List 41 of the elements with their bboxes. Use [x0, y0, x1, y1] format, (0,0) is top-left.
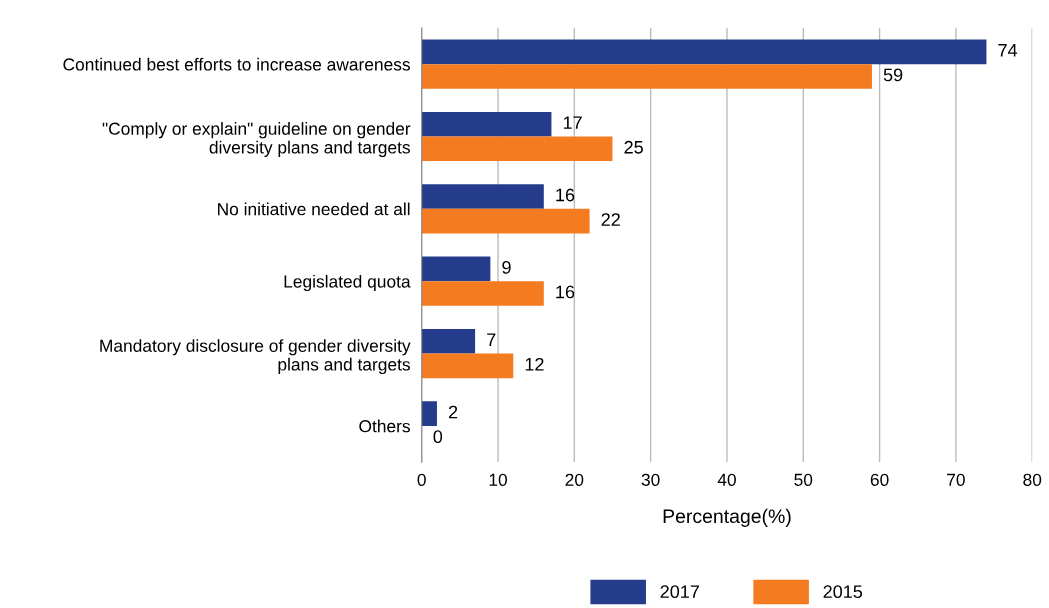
data-label: 59 — [883, 68, 903, 82]
bar — [421, 401, 437, 426]
data-label: 9 — [502, 260, 511, 274]
y-tick-label: "Comply or explain" guideline on gender diversity plans and targets — [102, 122, 411, 157]
bar — [421, 184, 544, 209]
bar — [421, 281, 544, 306]
bar — [421, 136, 613, 162]
data-label: 16 — [556, 285, 575, 299]
x-tick-label: 20 — [565, 473, 584, 486]
x-axis-title: Percentage(%) — [663, 508, 791, 527]
x-tick-label: 30 — [641, 473, 660, 486]
y-tick-label: Others — [359, 419, 410, 433]
x-tick-label: 80 — [1023, 473, 1042, 486]
x-tick-label: 70 — [947, 473, 965, 486]
x-tick-label: 0 — [417, 473, 426, 486]
data-label: 22 — [601, 213, 620, 226]
y-tick-label: Continued best efforts to increase awareness — [63, 57, 410, 71]
legend-label: 2017 — [660, 585, 699, 599]
legend-label: 2015 — [823, 585, 863, 599]
bar — [421, 111, 552, 137]
data-label: 12 — [525, 357, 544, 371]
bar — [421, 353, 514, 379]
data-label: 17 — [563, 116, 582, 129]
bar — [421, 256, 491, 282]
x-tick-label: 10 — [489, 473, 507, 486]
y-tick-label: Legislated quota — [284, 274, 411, 292]
bar — [421, 208, 590, 234]
data-label: 7 — [487, 333, 496, 346]
x-tick-label: 60 — [870, 473, 889, 486]
y-tick-label: Mandatory disclosure of gender diversity plans and targets — [100, 339, 411, 375]
x-tick-label: 50 — [794, 473, 813, 486]
y-tick-label: No initiative needed at all — [218, 202, 410, 216]
data-label: 2 — [448, 405, 458, 419]
bar — [421, 328, 476, 354]
data-label: 25 — [624, 140, 643, 154]
data-label: 16 — [556, 188, 575, 202]
data-label: 0 — [433, 430, 443, 444]
data-label: 74 — [998, 44, 1018, 57]
x-tick-label: 40 — [717, 473, 736, 486]
bar — [421, 39, 987, 65]
bar — [421, 64, 872, 89]
